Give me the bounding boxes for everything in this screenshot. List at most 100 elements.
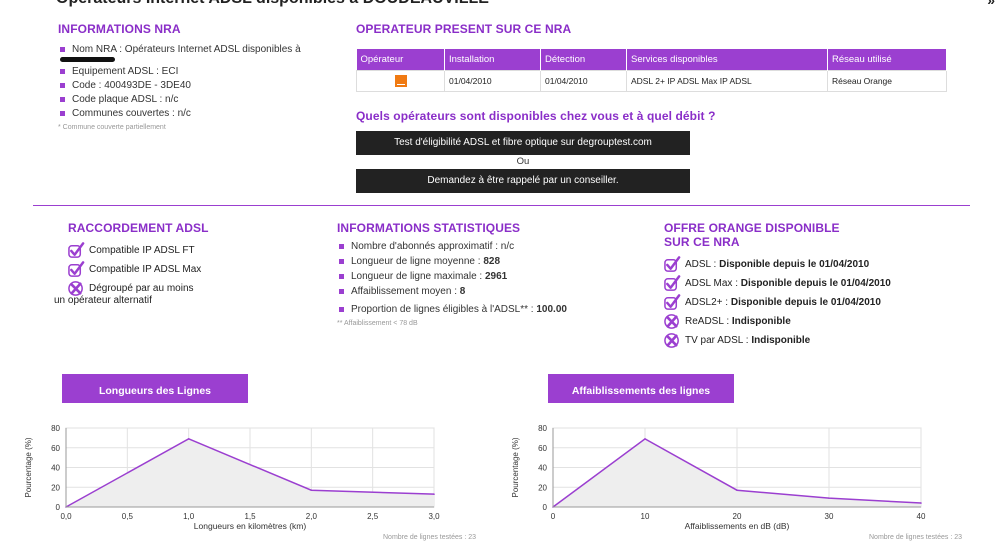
stats-item: Longueur de ligne moyenne : 828 — [337, 255, 627, 270]
stats-item-value: n/c — [500, 241, 515, 252]
stats-item-value: 100.00 — [536, 304, 567, 315]
offre-item: TV par ADSL : Indisponible — [664, 332, 964, 351]
offre-item: ADSL Max : Disponible depuis le 01/04/20… — [664, 275, 964, 294]
chart-footer-left: Nombre de lignes testées : 23 — [383, 534, 476, 541]
x-tick-label: 20 — [733, 512, 742, 521]
raccordement-section: RACCORDEMENT ADSL Compatible IP ADSL FT … — [54, 221, 308, 306]
x-tick-label: 1,0 — [183, 512, 195, 521]
info-nra-item: Code : 400493DE - 3DE40 — [58, 79, 338, 93]
cross-icon — [664, 314, 679, 329]
chart-longueurs: 0 20 40 60 80 0,0 0,5 1,0 1,5 2,0 2,5 3,0 Longueurs … — [24, 424, 440, 531]
series-line — [65, 438, 435, 508]
offre-item: ReADSL : Indisponible — [664, 313, 964, 332]
y-tick-label: 40 — [538, 464, 547, 473]
x-tick-label: 2,5 — [367, 512, 379, 521]
offre-item-value: Disponible depuis le 01/04/2010 — [730, 297, 881, 308]
stats-section: INFORMATIONS STATISTIQUES Nombre d'abonn… — [337, 221, 627, 327]
col-operateur: Opérateur — [356, 49, 445, 70]
orange-logo-icon[interactable] — [394, 74, 407, 87]
stats-item: Proportion de lignes éligibles à l'ADSL*… — [337, 303, 627, 318]
offre-item-label: ADSL2+ : — [685, 297, 731, 308]
x-tick-label: 10 — [641, 512, 650, 521]
x-tick-label: 0 — [551, 512, 556, 521]
offre-heading-line2: SUR CE NRA — [664, 235, 740, 249]
offre-item-label: ADSL Max : — [685, 278, 741, 289]
chart-tab-affaiblissements[interactable]: Affaiblissements des lignes — [548, 374, 734, 403]
data-point — [187, 438, 190, 440]
cell-operateur — [356, 69, 445, 92]
stats-item: Affaiblissement moyen : 8 — [337, 285, 627, 300]
data-point — [644, 438, 646, 440]
check-icon — [664, 256, 681, 272]
y-tick-label: 60 — [538, 444, 547, 453]
x-tick-label: 0,5 — [122, 512, 134, 521]
x-tick-label: 30 — [825, 512, 834, 521]
y-tick-label: 20 — [538, 483, 547, 492]
offre-item-value: Disponible depuis le 01/04/2010 — [719, 259, 870, 270]
y-tick-label: 40 — [51, 464, 60, 473]
offre-item: ADSL : Disponible depuis le 01/04/2010 — [664, 256, 964, 275]
x-axis-label: Affaiblissements en dB (dB) — [685, 521, 790, 531]
info-nra-heading: INFORMATIONS NRA — [58, 22, 181, 36]
raccordement-heading: RACCORDEMENT ADSL — [68, 221, 209, 235]
question-heading: Quels opérateurs sont disponibles chez v… — [356, 109, 716, 123]
x-tick-label: 3,0 — [428, 512, 440, 521]
info-nra-section: INFORMATIONS NRA Nom NRA : Opérateurs In… — [58, 22, 338, 131]
x-tick-label: 1,5 — [244, 512, 256, 521]
stats-item-value: 828 — [483, 256, 501, 267]
callback-request-button[interactable]: Demandez à être rappelé par un conseille… — [356, 169, 690, 193]
cell-services: ADSL 2+ IP ADSL Max IP ADSL — [626, 69, 828, 92]
x-tick-label: 2,0 — [306, 512, 318, 521]
col-services: Services disponibles — [626, 49, 828, 70]
stats-list: Nombre d'abonnés approximatif : n/c Long… — [337, 240, 627, 318]
cell-reseau: Réseau Orange — [827, 69, 947, 92]
data-point — [433, 493, 435, 495]
operateur-heading: OPERATEUR PRESENT SUR CE NRA — [356, 22, 572, 36]
series-area — [66, 438, 434, 507]
cross-icon — [68, 281, 83, 296]
y-tick-label: 80 — [51, 424, 60, 433]
stats-item-label: Proportion de lignes éligibles à l'ADSL*… — [351, 304, 537, 315]
y-tick-label: 80 — [538, 424, 547, 433]
chart-tab-longueurs[interactable]: Longueurs des Lignes — [62, 374, 248, 403]
cell-detection: 01/04/2010 — [540, 69, 627, 92]
col-reseau: Réseau utilisé — [827, 49, 947, 70]
check-icon — [68, 242, 85, 258]
y-tick-label: 0 — [543, 503, 548, 512]
check-icon — [68, 261, 85, 277]
table-row: 01/04/2010 01/04/2010 ADSL 2+ IP ADSL Ma… — [356, 69, 947, 92]
info-nra-note: * Commune couverte partiellement — [58, 124, 166, 131]
y-axis-label: Pourcentage (%) — [511, 437, 520, 497]
eligibility-test-button[interactable]: Test d'éligibilité ADSL et fibre optique… — [356, 131, 690, 155]
cell-installation: 01/04/2010 — [444, 69, 541, 92]
x-axis-label: Longueurs en kilomètres (km) — [194, 521, 307, 531]
info-nra-item: Equipement ADSL : ECI — [58, 65, 338, 79]
stats-item-value: 2961 — [484, 271, 508, 282]
stats-note: ** Affaiblissement < 78 dB — [337, 320, 418, 327]
x-tick-label: 0,0 — [60, 512, 72, 521]
info-nra-list: Nom NRA : Opérateurs Internet ADSL dispo… — [58, 43, 338, 57]
y-axis-label: Pourcentage (%) — [24, 437, 33, 497]
raccordement-item: Compatible IP ADSL FT — [68, 242, 308, 261]
offre-heading: OFFRE ORANGE DISPONIBLE — [664, 221, 840, 235]
operateur-table: Opérateur Installation Détection Service… — [356, 49, 947, 92]
series-area — [553, 438, 921, 507]
stats-item-value: 8 — [459, 286, 466, 297]
y-tick-label: 20 — [51, 483, 60, 492]
raccordement-item: Compatible IP ADSL Max — [68, 261, 308, 280]
stats-item: Longueur de ligne maximale : 2961 — [337, 270, 627, 285]
stats-item-label: Nombre d'abonnés approximatif : — [351, 241, 501, 252]
offre-item-value: Indisponible — [731, 316, 791, 327]
stats-heading: INFORMATIONS STATISTIQUES — [337, 221, 521, 235]
raccordement-item: Dégroupé par au moins — [68, 280, 308, 296]
cross-icon — [664, 333, 679, 348]
raccordement-item-label: Compatible IP ADSL FT — [89, 245, 195, 256]
offre-item-label: ReADSL : — [685, 316, 732, 327]
offre-item: ADSL2+ : Disponible depuis le 01/04/2010 — [664, 294, 964, 313]
data-point — [736, 489, 738, 492]
col-detection: Détection — [540, 49, 627, 70]
info-nra-item: Communes couvertes : n/c — [58, 107, 338, 121]
info-nra-nom: Nom NRA : Opérateurs Internet ADSL dispo… — [58, 43, 338, 57]
check-icon — [664, 275, 681, 291]
section-divider — [33, 205, 970, 206]
